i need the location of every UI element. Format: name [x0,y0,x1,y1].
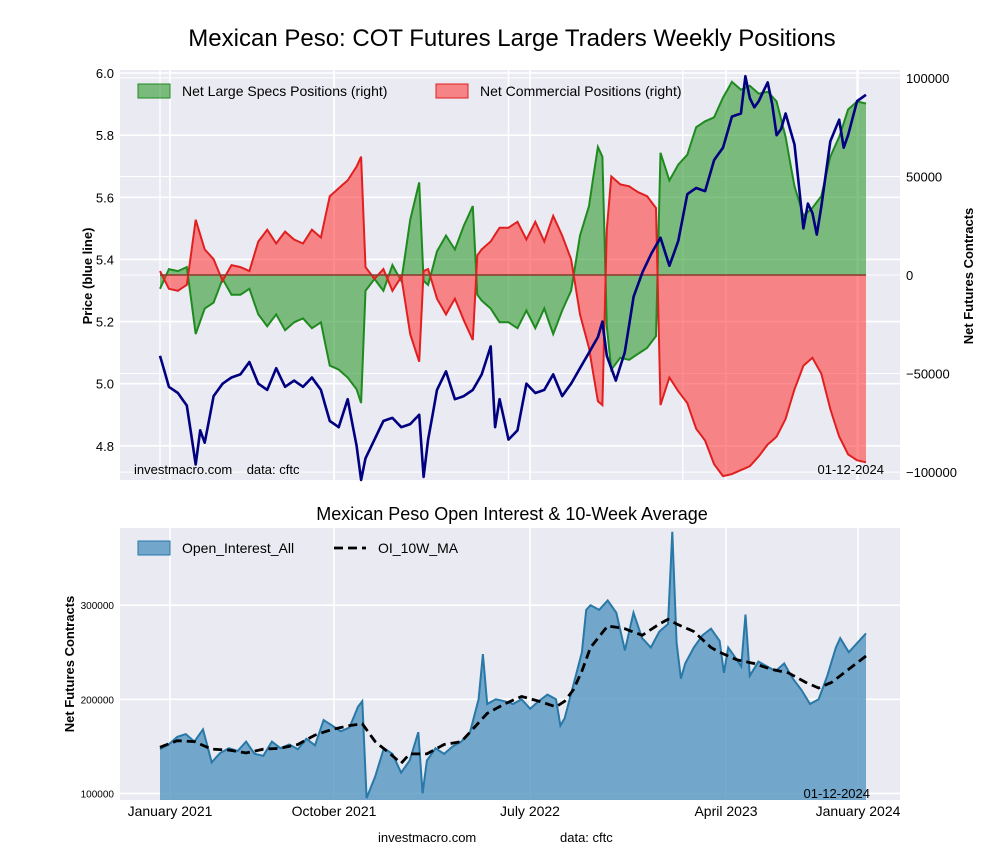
legend-label-specs: Net Large Specs Positions (right) [182,83,387,99]
left-tick-label: 5.8 [96,128,114,143]
left-tick-label: 6.0 [96,66,114,81]
left-axis-ticks: 6.0 5.8 5.6 5.4 5.2 5.0 4.8 [96,66,114,454]
ma-line-group [159,617,867,766]
bottom-axis-label: Net Futures Contracts [62,596,77,733]
right-tick-label: 0 [906,268,913,283]
x-axis-ticks: January 2021 October 2021 July 2022 April 2… [128,803,901,819]
oi-fill [160,531,866,800]
left-tick-label: 5.2 [96,315,114,330]
price-line-group [158,74,867,482]
top-legend: Net Large Specs Positions (right) Net Co… [137,83,682,99]
x-tick-label: October 2021 [292,803,377,819]
bottom-date-note: 01-12-2024 [804,786,871,801]
ma-line [159,617,867,766]
commercial-area [159,156,867,478]
legend-label-ma: OI_10W_MA [378,540,459,556]
x-tick-label: January 2024 [816,803,901,819]
oi-line [159,531,867,799]
legend-swatch-commercial [435,83,469,99]
specs-fill [160,81,866,404]
x-tick-label: July 2022 [500,803,560,819]
left-tick-label: 5.0 [96,377,114,392]
page-title: Mexican Peso: COT Futures Large Traders … [188,25,835,52]
bottom-tick-label: 200000 [81,695,115,706]
top-date-note: 01-12-2024 [818,462,885,477]
oi-chart-title: Mexican Peso Open Interest & 10-Week Ave… [316,504,708,524]
left-tick-label: 4.8 [96,439,114,454]
right-tick-label: 100000 [906,71,949,86]
commercial-line [159,156,867,478]
right-tick-label: 50000 [906,169,942,184]
price-positions-chart: 6.0 5.8 5.6 5.4 5.2 5.0 4.8 100000 50000 0 −50000… [80,66,976,482]
oi-area [159,531,867,800]
left-axis-label: Price (blue line) [80,228,95,325]
commercial-fill [160,156,866,477]
bottom-tick-label: 300000 [81,601,115,612]
bottom-tick-label: 100000 [81,789,115,800]
legend-label-commercial: Net Commercial Positions (right) [480,83,682,99]
left-tick-label: 5.4 [96,252,114,267]
left-tick-label: 5.6 [96,190,114,205]
x-tick-label: April 2023 [694,803,757,819]
right-axis-ticks: 100000 50000 0 −50000 −100000 [906,71,957,480]
footer-site: investmacro.com [378,830,476,845]
bottom-y-ticks: 300000 200000 100000 [81,601,115,800]
right-axis-label: Net Futures Contracts [961,208,976,345]
footer-source: data: cftc [560,830,613,845]
legend-swatch-specs [137,83,171,99]
legend-label-oi: Open_Interest_All [182,540,294,556]
price-line [158,74,867,482]
right-tick-label: −100000 [906,465,957,480]
x-tick-label: January 2021 [128,803,213,819]
legend-swatch-oi [137,540,171,556]
bottom-legend: Open_Interest_All OI_10W_MA [137,540,459,556]
right-tick-label: −50000 [906,367,950,382]
open-interest-chart: Mexican Peso Open Interest & 10-Week Ave… [62,504,901,819]
top-source-note: investmacro.com data: cftc [134,462,300,477]
